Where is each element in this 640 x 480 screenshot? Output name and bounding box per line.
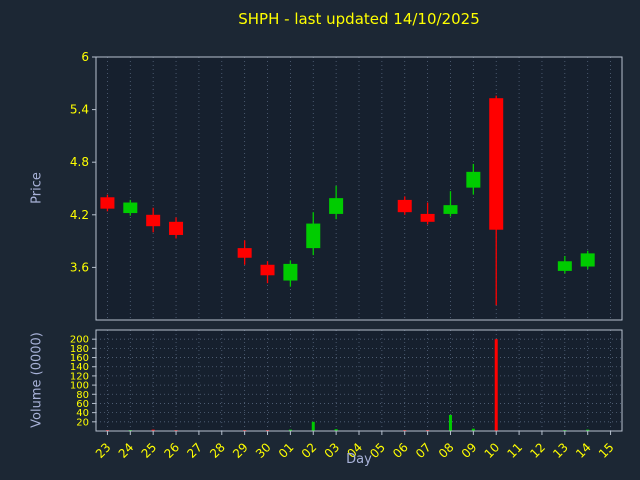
price-panel-bg <box>96 57 622 320</box>
volume-tick-label: 200 <box>70 335 89 346</box>
volume-bar <box>448 414 452 431</box>
price-tick-label: 3.6 <box>70 260 89 274</box>
candle-body <box>283 263 298 281</box>
volume-bar <box>471 428 475 431</box>
candle-body <box>237 248 252 258</box>
volume-tick-label: 100 <box>70 381 89 392</box>
candle-body <box>580 253 595 267</box>
candle-body <box>100 197 115 209</box>
volume-axis-label: Volume (0000) <box>29 332 45 428</box>
volume-bar <box>151 429 155 431</box>
volume-tick-label: 140 <box>70 362 89 373</box>
volume-bar <box>334 429 338 431</box>
price-axis-label: Price <box>29 172 45 204</box>
chart-title: SHPH - last updated 14/10/2025 <box>238 10 480 28</box>
volume-tick-label: 120 <box>70 371 89 382</box>
volume-bar <box>311 421 315 431</box>
candle-body <box>420 213 435 222</box>
candle-body <box>329 198 344 214</box>
volume-tick-label: 180 <box>70 344 89 355</box>
volume-tick-label: 160 <box>70 353 89 364</box>
volume-tick-label: 40 <box>76 408 89 419</box>
volume-tick-label: 80 <box>76 390 89 401</box>
volume-panel-border <box>95 329 623 432</box>
volume-bar <box>494 339 498 431</box>
volume-tick-label: 60 <box>76 399 89 410</box>
candle-body <box>306 223 321 249</box>
price-tick-label: 6 <box>81 50 89 64</box>
candle-body <box>466 171 481 188</box>
candle-body <box>169 221 184 235</box>
price-tick-label: 4.2 <box>70 208 89 222</box>
volume-tick-label: 20 <box>76 417 89 428</box>
candle-body <box>146 214 161 227</box>
volume-bar <box>586 429 590 431</box>
candle-body <box>443 205 458 214</box>
price-tick-label: 5.4 <box>70 103 89 117</box>
x-axis-label: Day <box>346 452 372 467</box>
candle-body <box>397 199 412 213</box>
candle-body <box>489 98 504 230</box>
price-tick-label: 4.8 <box>70 155 89 169</box>
candle-body <box>123 202 138 214</box>
volume-panel-bg <box>96 330 622 431</box>
price-panel-border <box>95 56 623 321</box>
volume-bar <box>288 429 292 431</box>
candle-body <box>260 264 275 276</box>
candle-body <box>557 261 572 271</box>
